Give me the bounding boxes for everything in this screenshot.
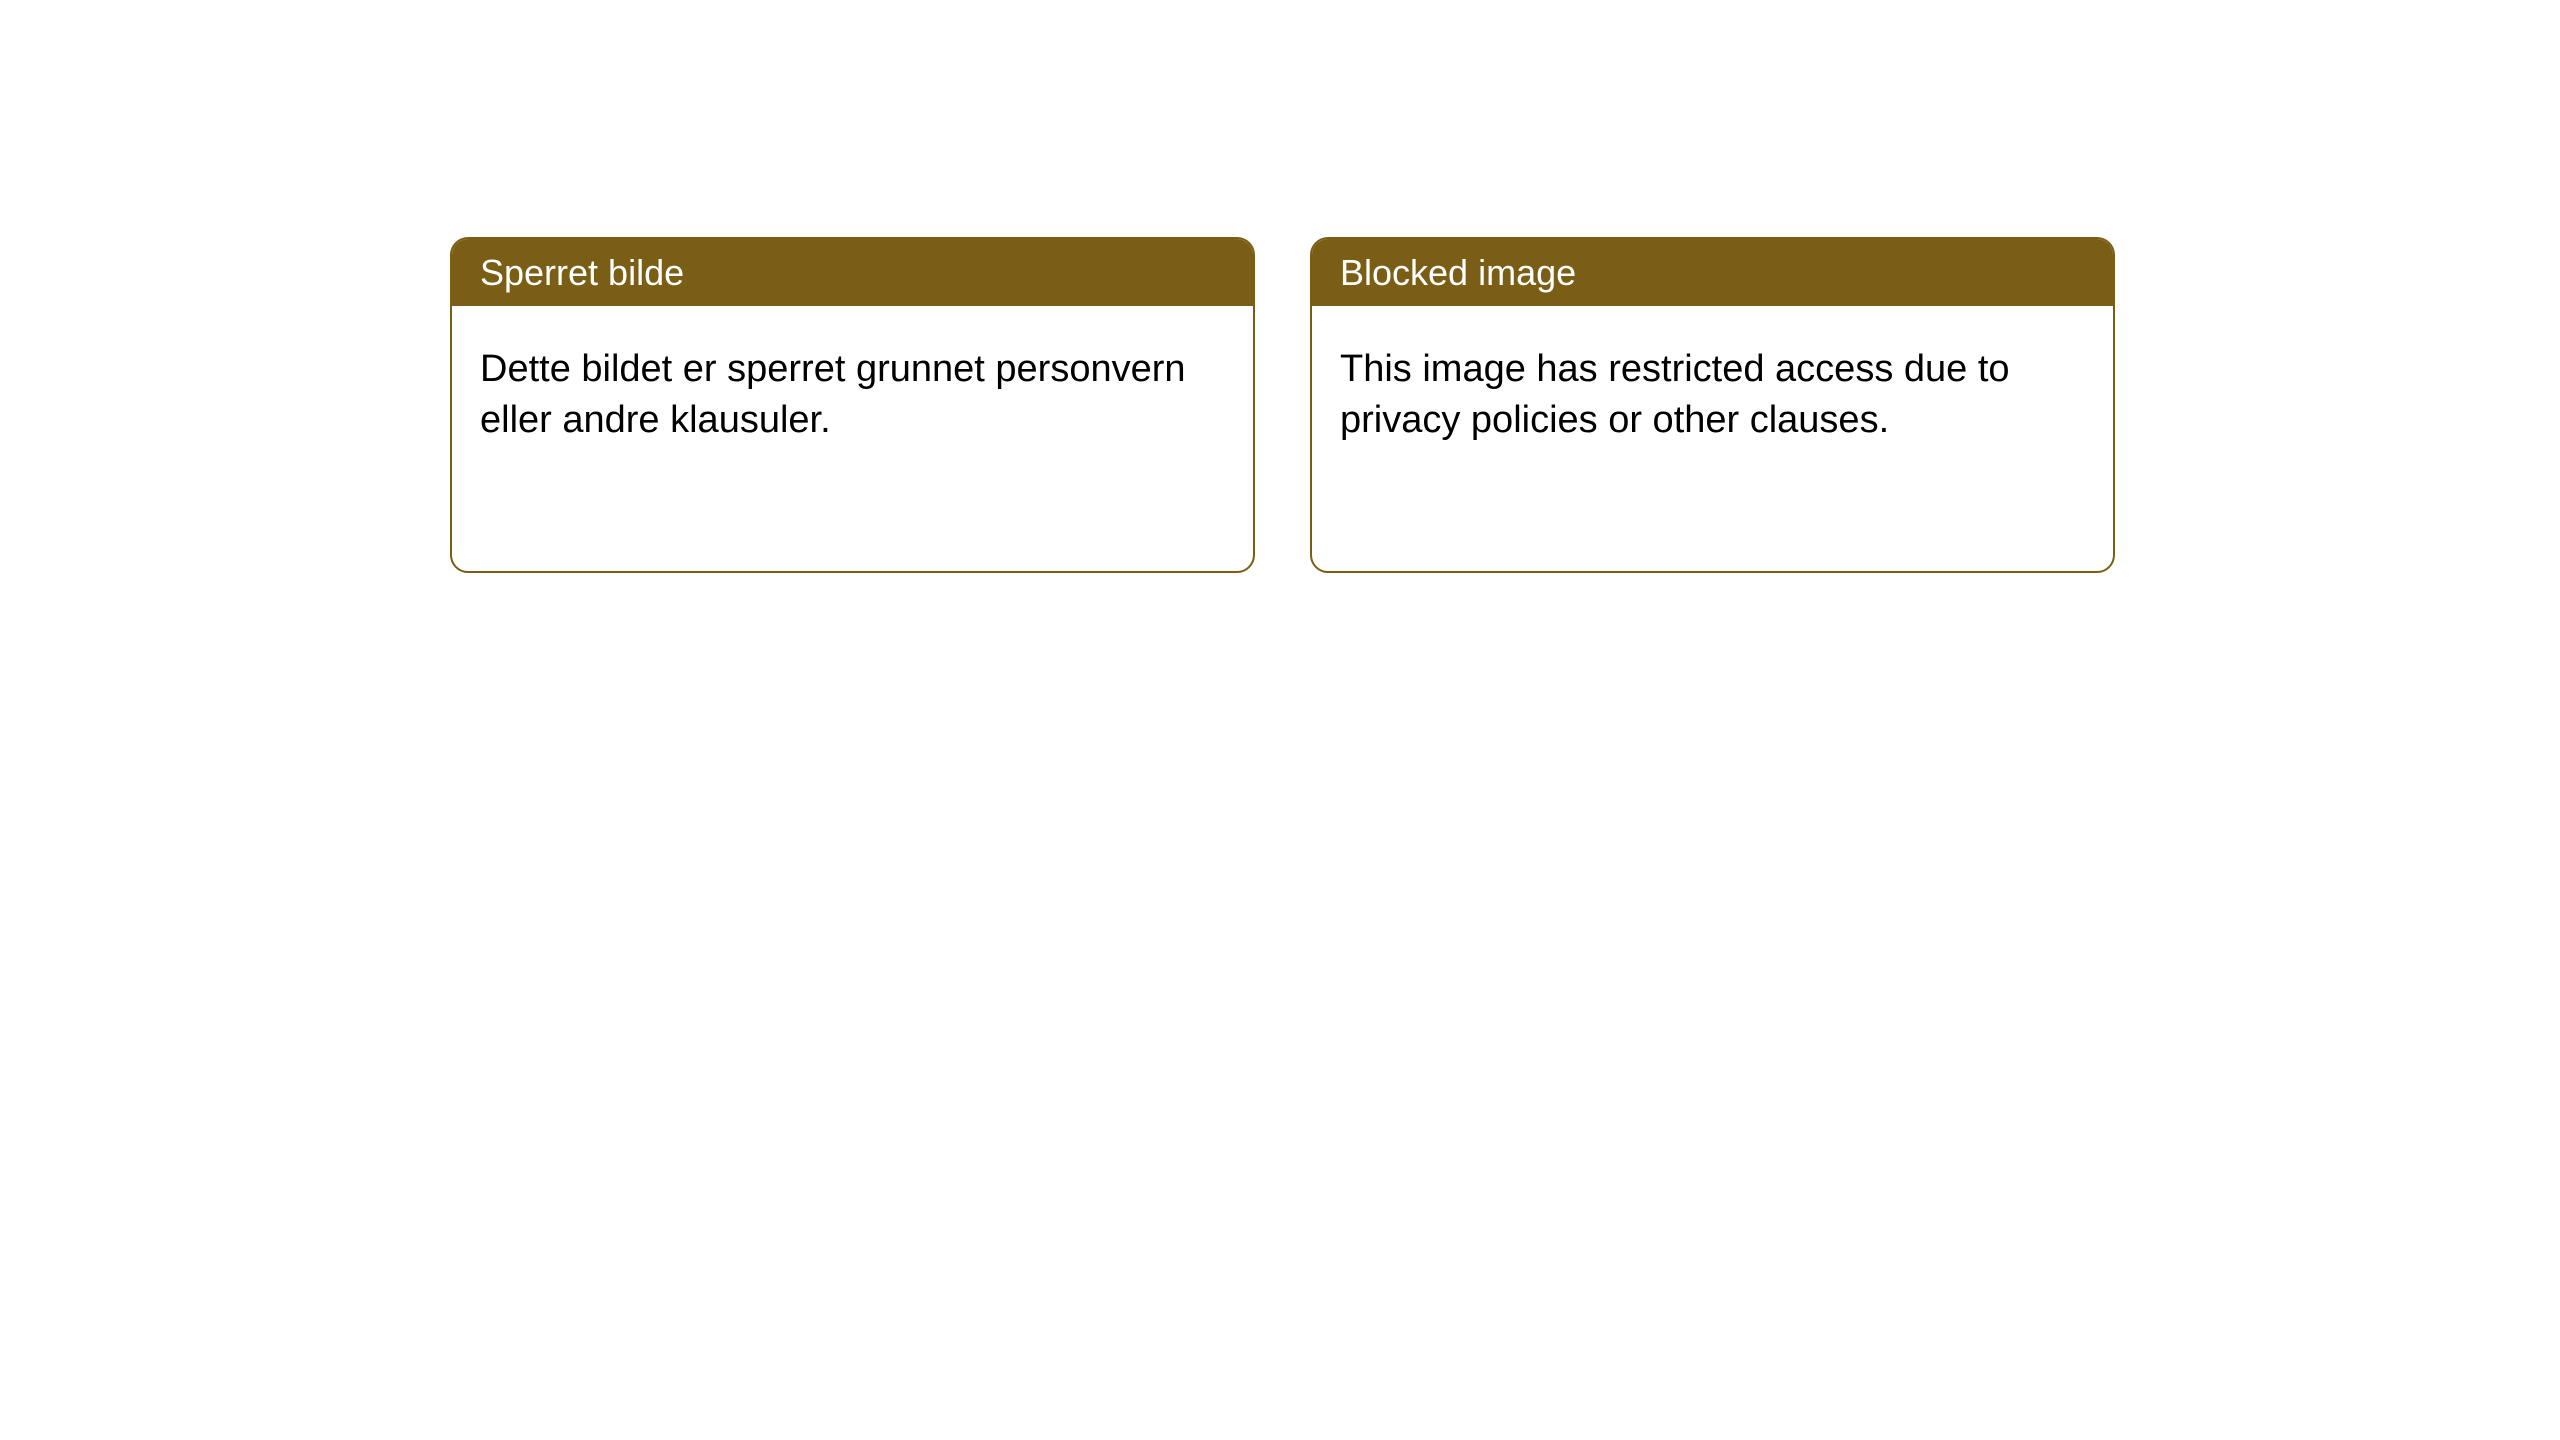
card-body-text: This image has restricted access due to … xyxy=(1340,348,2010,441)
card-header: Blocked image xyxy=(1312,239,2113,306)
notice-card-english: Blocked image This image has restricted … xyxy=(1310,237,2115,573)
card-body: This image has restricted access due to … xyxy=(1312,306,2113,485)
card-body-text: Dette bildet er sperret grunnet personve… xyxy=(480,348,1186,441)
card-title: Blocked image xyxy=(1340,252,1576,293)
card-header: Sperret bilde xyxy=(452,239,1253,306)
notice-container: Sperret bilde Dette bildet er sperret gr… xyxy=(450,237,2115,573)
card-title: Sperret bilde xyxy=(480,252,684,293)
card-body: Dette bildet er sperret grunnet personve… xyxy=(452,306,1253,485)
notice-card-norwegian: Sperret bilde Dette bildet er sperret gr… xyxy=(450,237,1255,573)
